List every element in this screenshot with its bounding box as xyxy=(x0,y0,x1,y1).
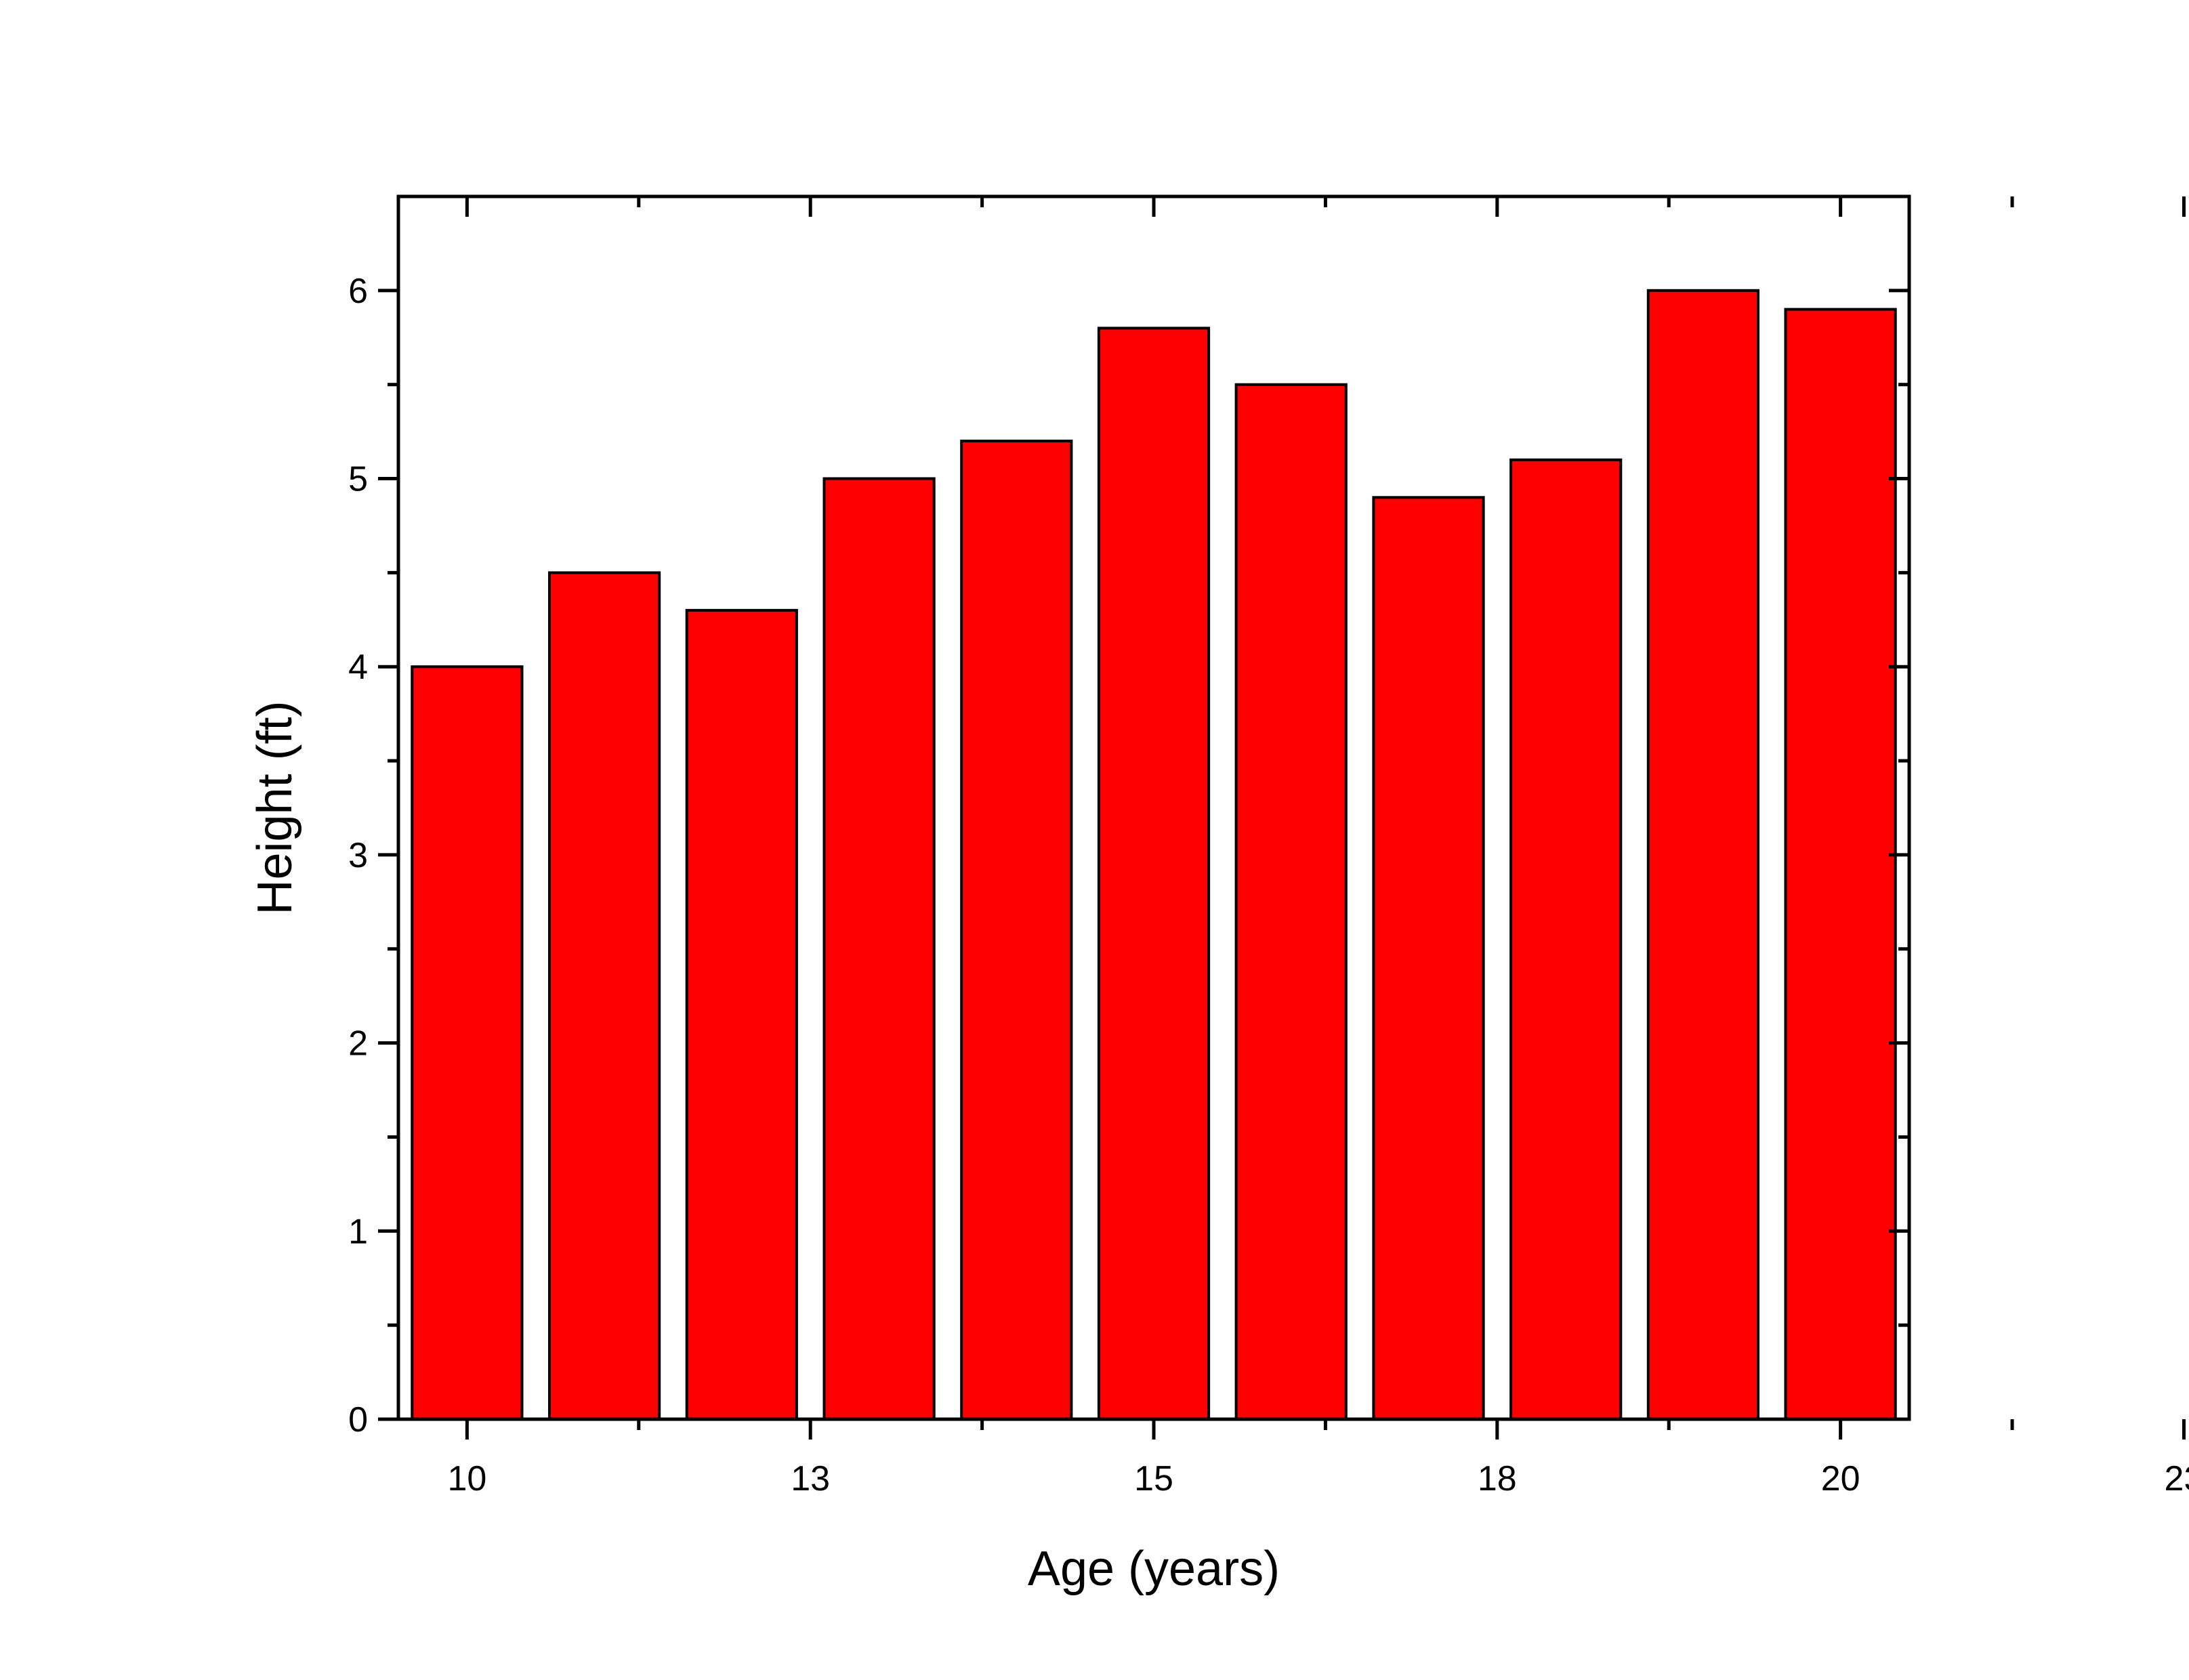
x-tick-label: 20 xyxy=(1821,1459,1860,1498)
x-tick-label: 23 xyxy=(2165,1459,2189,1498)
bar xyxy=(411,665,524,1421)
y-tick-label: 3 xyxy=(348,836,368,875)
x-tick-label: 18 xyxy=(1478,1459,1517,1498)
bar xyxy=(822,477,936,1421)
y-tick-label: 1 xyxy=(348,1212,368,1251)
x-tick-label: 15 xyxy=(1134,1459,1173,1498)
bar xyxy=(1784,308,1897,1421)
ticks-group xyxy=(378,196,2186,1440)
bar xyxy=(548,571,661,1421)
y-tick-label: 5 xyxy=(348,460,368,499)
bar xyxy=(1097,327,1211,1421)
x-axis-label: Age (years) xyxy=(1028,1542,1280,1596)
y-axis-label: Height (ft) xyxy=(248,700,302,915)
bar xyxy=(1509,458,1623,1421)
y-tick-label: 6 xyxy=(348,272,368,311)
bar xyxy=(1372,496,1485,1421)
x-tick-label: 13 xyxy=(791,1459,830,1498)
y-tick-label: 2 xyxy=(348,1024,368,1064)
x-tick-labels: 101315182023252830 xyxy=(447,1459,2189,1498)
bar xyxy=(960,440,1073,1421)
y-tick-label: 4 xyxy=(348,648,368,687)
bar xyxy=(1234,383,1348,1421)
x-tick-label: 10 xyxy=(447,1459,486,1498)
bar xyxy=(685,608,798,1421)
bars-group xyxy=(411,289,1897,1421)
plot-frame xyxy=(396,194,1911,1421)
bar xyxy=(1646,289,1760,1421)
y-tick-labels: 0 1 2 3 4 5 6 xyxy=(348,272,368,1440)
y-tick-label: 0 xyxy=(348,1400,368,1440)
